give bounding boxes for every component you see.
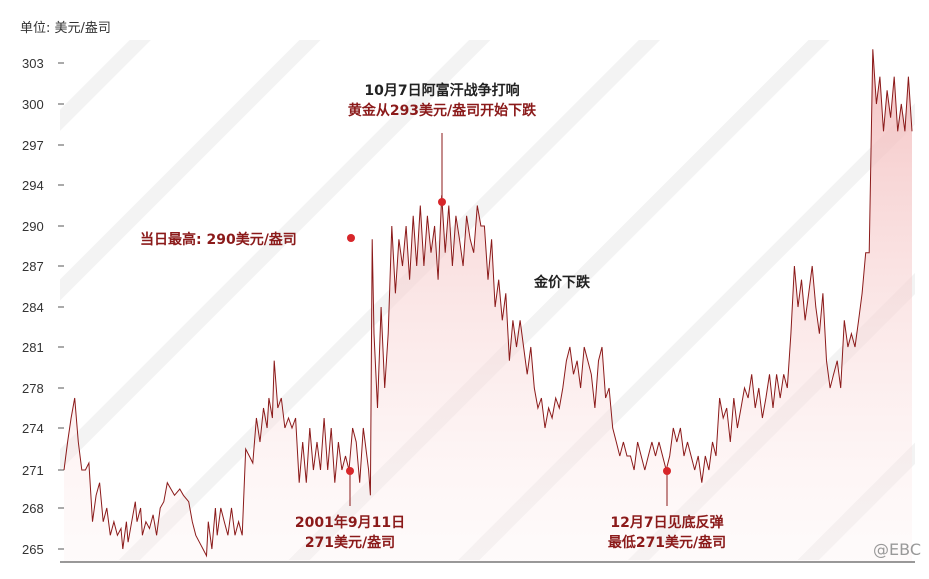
y-tick-label: 290	[22, 219, 44, 234]
annotation-label: 2001年9月11日	[295, 514, 405, 531]
annotation-marker	[663, 467, 671, 475]
annotation-marker	[346, 467, 354, 475]
y-tick-label: 300	[22, 97, 44, 112]
y-tick-label: 268	[22, 501, 44, 516]
annotations-layer: 当日最高: 290美元/盎司 10月7日阿富汗战争打响黄金从293美元/盎司开始下…	[140, 82, 726, 551]
annotation-label: 12月7日见底反弹	[610, 514, 723, 531]
annotation-label: 金价下跌	[533, 274, 591, 291]
annotation-label: 黄金从293美元/盎司开始下跌	[348, 102, 537, 119]
y-tick-label: 271	[22, 463, 44, 478]
annotation-label: 最低271美元/盎司	[608, 534, 726, 551]
y-tick-label: 287	[22, 259, 44, 274]
price-line-layer	[63, 49, 913, 558]
y-tick-label: 297	[22, 138, 44, 153]
annotation-marker	[347, 234, 355, 242]
price-line	[63, 49, 913, 558]
annotation-marker	[438, 198, 446, 206]
y-axis-unit-label: 单位: 美元/盎司	[20, 21, 111, 36]
annotation-label: 271美元/盎司	[305, 534, 395, 551]
price-area-fill	[64, 49, 912, 563]
y-tick-label: 294	[22, 178, 44, 193]
annotation-label: 当日最高: 290美元/盎司	[140, 231, 297, 248]
y-tick-label: 281	[22, 340, 44, 355]
price-area-layer	[64, 49, 912, 563]
y-tick-label: 284	[22, 300, 44, 315]
y-tick-label: 278	[22, 381, 44, 396]
y-tick-label: 265	[22, 542, 44, 557]
annotation-label: 10月7日阿富汗战争打响	[364, 82, 519, 99]
y-axis-ticks: 265 268 271 274 278 281 284 287 290 294 297 300 303	[22, 56, 64, 557]
y-tick-label: 274	[22, 421, 44, 436]
ebc-watermark: @EBC	[873, 540, 921, 559]
y-tick-label: 303	[22, 56, 44, 71]
